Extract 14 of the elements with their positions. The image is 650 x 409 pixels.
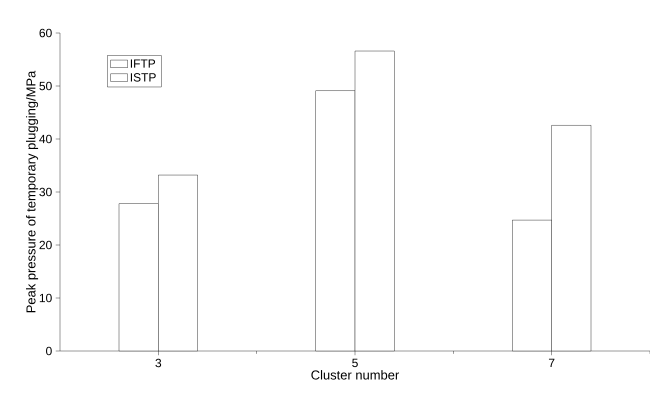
x-tick-label: 3 (155, 358, 162, 368)
y-tick-label: 50 (39, 82, 52, 90)
legend-label: IFTP (130, 59, 156, 68)
legend-label: ISTP (130, 73, 156, 82)
y-tick-label: 20 (40, 240, 52, 250)
y-axis-title: Peak pressure of temporary plugging/MPa (26, 70, 38, 312)
y-tick-label: 40 (39, 134, 52, 144)
y-tick-label: 0 (46, 346, 52, 356)
y-tick-label: 60 (40, 28, 52, 38)
x-tick-label: 5 (352, 358, 358, 368)
y-tick-label: 10 (40, 294, 52, 302)
y-tick-label: 30 (39, 188, 52, 196)
x-tick-label: 7 (548, 358, 554, 367)
x-axis-title: Cluster number (311, 370, 400, 380)
